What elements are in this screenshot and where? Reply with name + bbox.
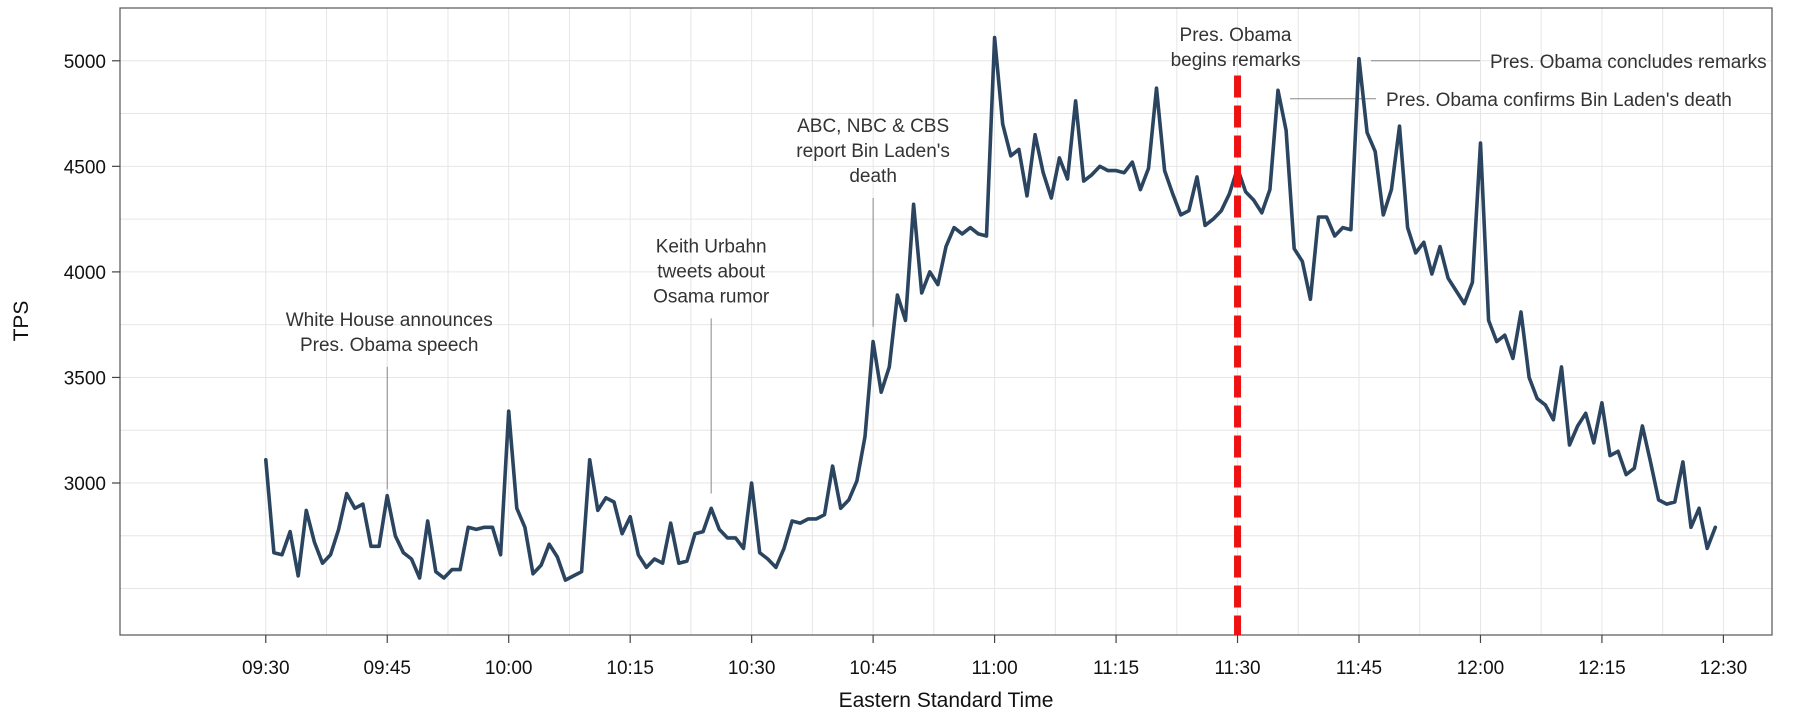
x-tick-label: 10:00: [485, 658, 533, 679]
annotation-text: Pres. Obama confirms Bin Laden's death: [1386, 90, 1732, 111]
x-axis: 09:30 09:45 10:00 10:15 10:30 10:45 11:00 11:15…: [242, 635, 1747, 679]
annotations: White House announces Pres. Obama speech K…: [286, 25, 1767, 494]
x-tick-label: 11:15: [1093, 658, 1139, 679]
x-tick-label: 11:00: [972, 658, 1018, 679]
annotation-text: begins remarks: [1171, 50, 1301, 71]
annotation-text: Osama rumor: [653, 286, 770, 307]
x-tick-label: 10:30: [728, 658, 776, 679]
grid-lines: [120, 7, 1772, 635]
x-tick-label: 12:30: [1700, 658, 1748, 679]
x-tick-label: 10:15: [606, 658, 654, 679]
annotation-text: death: [849, 166, 897, 187]
annotation-text: Pres. Obama: [1180, 25, 1292, 46]
x-tick-label: 09:30: [242, 658, 290, 679]
y-tick-label: 5000: [64, 52, 106, 73]
tps-series-line: [264, 35, 1718, 582]
plot-frame: [119, 7, 1773, 636]
x-tick-label: 11:45: [1336, 658, 1382, 679]
annotation-text: tweets about: [657, 261, 765, 282]
annotation-text: ABC, NBC & CBS: [797, 116, 949, 137]
x-tick-label: 11:30: [1214, 658, 1260, 679]
y-tick-label: 3000: [64, 474, 106, 495]
y-tick-label: 3500: [64, 368, 106, 389]
y-tick-label: 4000: [64, 263, 106, 284]
annotation-text: Pres. Obama speech: [300, 335, 478, 356]
annotation-text: report Bin Laden's: [796, 141, 950, 162]
x-tick-label: 09:45: [363, 658, 411, 679]
x-tick-label: 12:15: [1578, 658, 1626, 679]
x-axis-label: Eastern Standard Time: [839, 689, 1054, 712]
annotation-text: White House announces: [286, 310, 493, 331]
y-axis-label: TPS: [10, 301, 33, 342]
x-tick-label: 10:45: [849, 658, 897, 679]
y-axis: 3000 3500 4000 4500 5000: [64, 52, 120, 495]
annotation-text: Keith Urbahn: [656, 236, 767, 257]
annotation-text: Pres. Obama concludes remarks: [1490, 52, 1767, 73]
x-tick-label: 12:00: [1457, 658, 1505, 679]
y-tick-label: 4500: [64, 157, 106, 178]
